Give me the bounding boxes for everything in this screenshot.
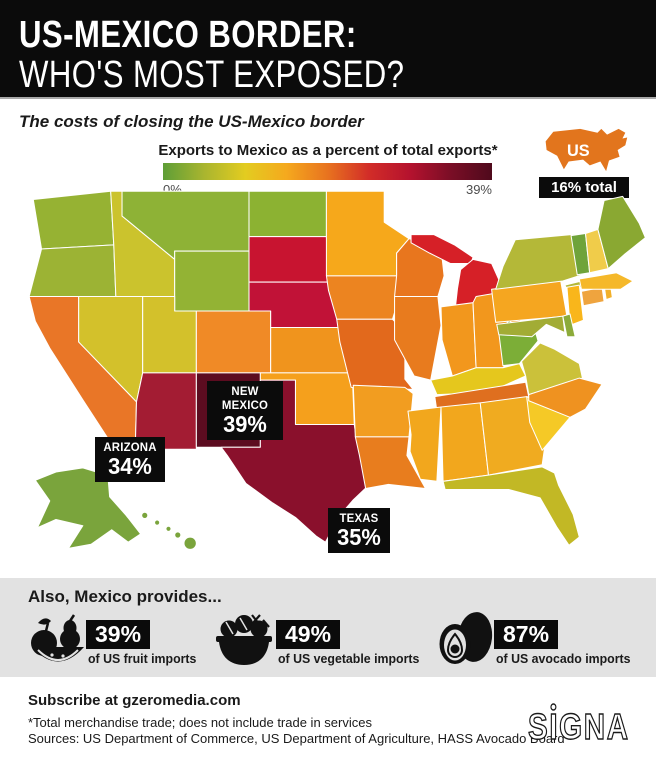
state-label-arizona-value: 34% bbox=[108, 453, 152, 479]
state-hi bbox=[165, 525, 172, 532]
state-or bbox=[28, 244, 117, 298]
vegetables-stat-value: 49% bbox=[276, 620, 341, 649]
title-line2: WHO'S MOST EXPOSED? bbox=[19, 54, 489, 97]
legend-max-label: 39% bbox=[465, 182, 492, 197]
stats-band-heading: Also, Mexico provides... bbox=[28, 587, 222, 606]
state-ma bbox=[578, 272, 634, 290]
state-label-arizona: ARIZONA 34% bbox=[95, 437, 165, 482]
footnote-text: *Total merchandise trade; does not inclu… bbox=[28, 715, 372, 730]
state-nc bbox=[528, 377, 603, 418]
legend-title: Exports to Mexico as a percent of total … bbox=[158, 142, 498, 159]
state-in bbox=[440, 302, 477, 377]
state-wa bbox=[32, 190, 115, 250]
state-sd bbox=[248, 236, 329, 283]
legend-gradient-bar bbox=[163, 163, 492, 180]
sources-text: Sources: US Department of Commerce, US D… bbox=[28, 731, 565, 746]
avocado-icon bbox=[439, 612, 493, 664]
subtitle: The costs of closing the US-Mexico borde… bbox=[19, 112, 364, 131]
fruit-icon bbox=[31, 614, 84, 662]
state-wy bbox=[174, 250, 250, 312]
us-shape bbox=[545, 128, 628, 172]
signal-logo-text: SIGNAL bbox=[528, 706, 630, 745]
state-co bbox=[195, 310, 272, 374]
vegetables-stat-label: of US vegetable imports bbox=[278, 651, 420, 666]
signal-logo-ring bbox=[550, 703, 557, 711]
vegetables-icon bbox=[216, 614, 272, 665]
subscribe-text: Subscribe at gzeromedia.com bbox=[28, 692, 241, 709]
fruit-stat-label: of US fruit imports bbox=[88, 651, 197, 666]
signal-logo: SIGNAL bbox=[527, 703, 630, 745]
state-hi bbox=[183, 536, 197, 550]
avocado-stat-label: of US avocado imports bbox=[496, 651, 631, 666]
us-badge-label: US bbox=[567, 142, 590, 160]
state-me bbox=[597, 195, 646, 270]
fruit-stat-value: 39% bbox=[86, 620, 151, 649]
us-choropleth-map bbox=[28, 190, 646, 550]
title-line1: US-MEXICO BORDER: bbox=[19, 14, 431, 57]
state-label-new-mexico-value: 39% bbox=[223, 411, 267, 437]
state-label-new-mexico-name: NEW MEXICO bbox=[221, 384, 269, 412]
header: US-MEXICO BORDER: WHO'S MOST EXPOSED? bbox=[0, 0, 656, 99]
state-nd bbox=[248, 190, 327, 238]
state-ct bbox=[580, 286, 605, 307]
us-mini-map: US bbox=[545, 128, 628, 172]
state-la bbox=[354, 436, 427, 490]
state-label-arizona-name: ARIZONA bbox=[103, 440, 157, 454]
title-line2-text: WHO'S MOST EXPOSED? bbox=[19, 54, 405, 96]
state-label-texas: TEXAS 35% bbox=[328, 508, 390, 553]
state-ar bbox=[352, 384, 414, 438]
state-de bbox=[562, 313, 576, 338]
state-fl bbox=[442, 466, 580, 546]
stats-band: Also, Mexico provides... 39% of US fruit… bbox=[0, 578, 656, 677]
state-hi bbox=[174, 531, 182, 539]
state-hi bbox=[141, 511, 149, 519]
title-line1-text: US-MEXICO BORDER: bbox=[19, 14, 357, 56]
state-label-new-mexico: NEW MEXICO 39% bbox=[207, 381, 283, 440]
state-hi bbox=[154, 519, 161, 526]
state-nj bbox=[566, 284, 584, 326]
us-total-badge: 16% total bbox=[539, 177, 629, 198]
avocado-stat-value: 87% bbox=[494, 620, 559, 649]
state-label-texas-name: TEXAS bbox=[339, 511, 379, 525]
state-label-texas-value: 35% bbox=[337, 524, 381, 550]
state-ia bbox=[325, 275, 402, 320]
